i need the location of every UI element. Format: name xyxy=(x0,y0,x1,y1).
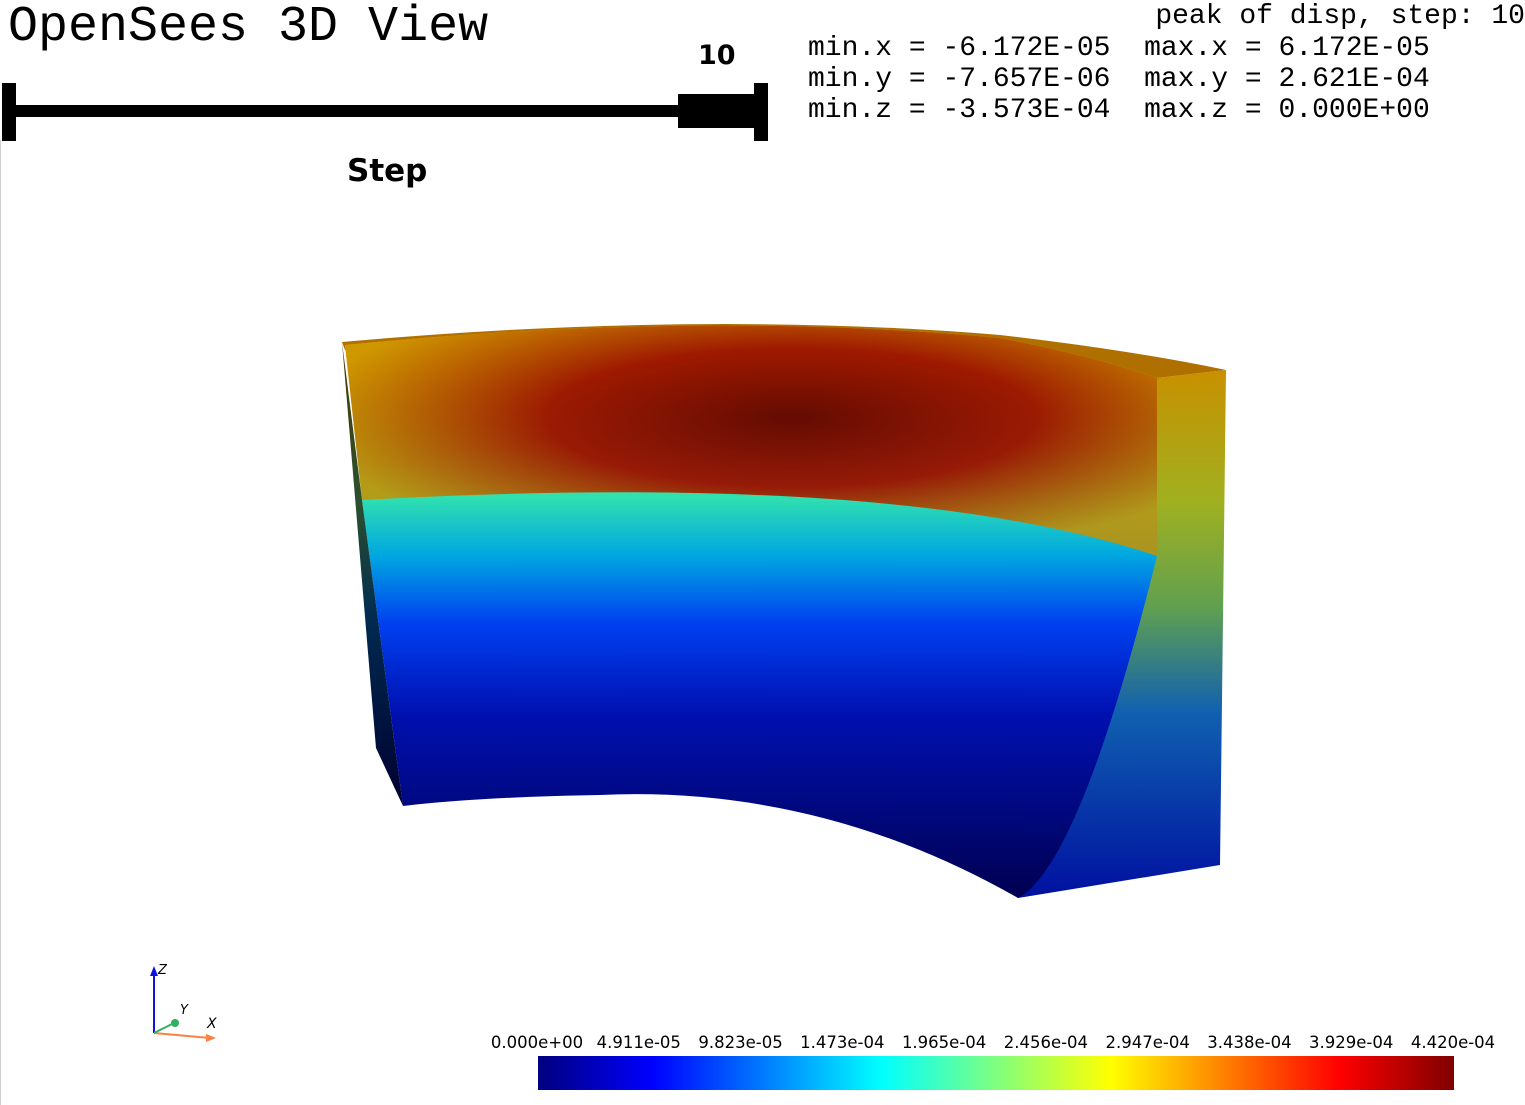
max-value: 0.000E+00 xyxy=(1278,95,1430,126)
max-label: max.z xyxy=(1144,95,1229,126)
max-value: 2.621E-04 xyxy=(1278,64,1430,95)
colorbar-tick-label: 9.823e-05 xyxy=(698,1033,783,1052)
slider-left-cap xyxy=(2,83,16,141)
min-label: min.y xyxy=(808,64,893,95)
model-top-band xyxy=(345,325,1157,556)
min-label: min.x xyxy=(808,33,893,64)
min-label: min.z xyxy=(808,95,893,126)
model-top-face xyxy=(342,324,1226,378)
min-value: -3.573E-04 xyxy=(942,95,1111,126)
step-slider[interactable] xyxy=(0,80,775,146)
slider-label: Step xyxy=(347,153,428,189)
max-value: 6.172E-05 xyxy=(1278,33,1430,64)
colorbar-tick-label: 3.929e-04 xyxy=(1309,1033,1394,1052)
info-row-y: min.y = -7.657E-06 max.y = 2.621E-04 xyxy=(808,64,1430,95)
slider-right-cap xyxy=(754,83,768,141)
colorbar-tick-label: 0.000e+00 xyxy=(490,1033,584,1052)
info-header: peak of disp, step: 10 xyxy=(1155,1,1525,32)
colorbar-tick-label: 4.420e-04 xyxy=(1410,1033,1496,1052)
slider-value: 10 xyxy=(698,40,736,71)
colorbar-tick-label: 2.456e-04 xyxy=(1003,1033,1089,1052)
axis-y-label: Y xyxy=(180,1003,189,1018)
slider-track[interactable] xyxy=(10,105,700,117)
max-label: max.y xyxy=(1144,64,1229,95)
window-left-border xyxy=(0,140,1,1105)
page-title: OpenSees 3D View xyxy=(8,0,489,56)
min-value: -6.172E-05 xyxy=(942,33,1111,64)
axis-x-label: X xyxy=(206,1016,217,1032)
min-value: -7.657E-06 xyxy=(942,64,1111,95)
colorbar-tick-label: 3.438e-04 xyxy=(1207,1033,1292,1052)
slider-handle[interactable] xyxy=(678,94,758,128)
colorbar-tick-label: 1.965e-04 xyxy=(901,1033,987,1052)
info-row-z: min.z = -3.573E-04 max.z = 0.000E+00 xyxy=(808,95,1430,126)
max-label: max.x xyxy=(1144,33,1229,64)
model-right-face xyxy=(1018,370,1226,898)
axes-orientation-icon: Z Y X xyxy=(150,963,217,1042)
colorbar-tick-label: 4.911e-05 xyxy=(596,1033,681,1052)
colorbar-tick-label: 1.473e-04 xyxy=(800,1033,885,1052)
colorbar-tick-label: 2.947e-04 xyxy=(1105,1033,1190,1052)
colorbar xyxy=(538,1056,1454,1090)
info-row-x: min.x = -6.172E-05 max.x = 6.172E-05 xyxy=(808,33,1430,64)
axis-z-label: Z xyxy=(157,963,168,978)
